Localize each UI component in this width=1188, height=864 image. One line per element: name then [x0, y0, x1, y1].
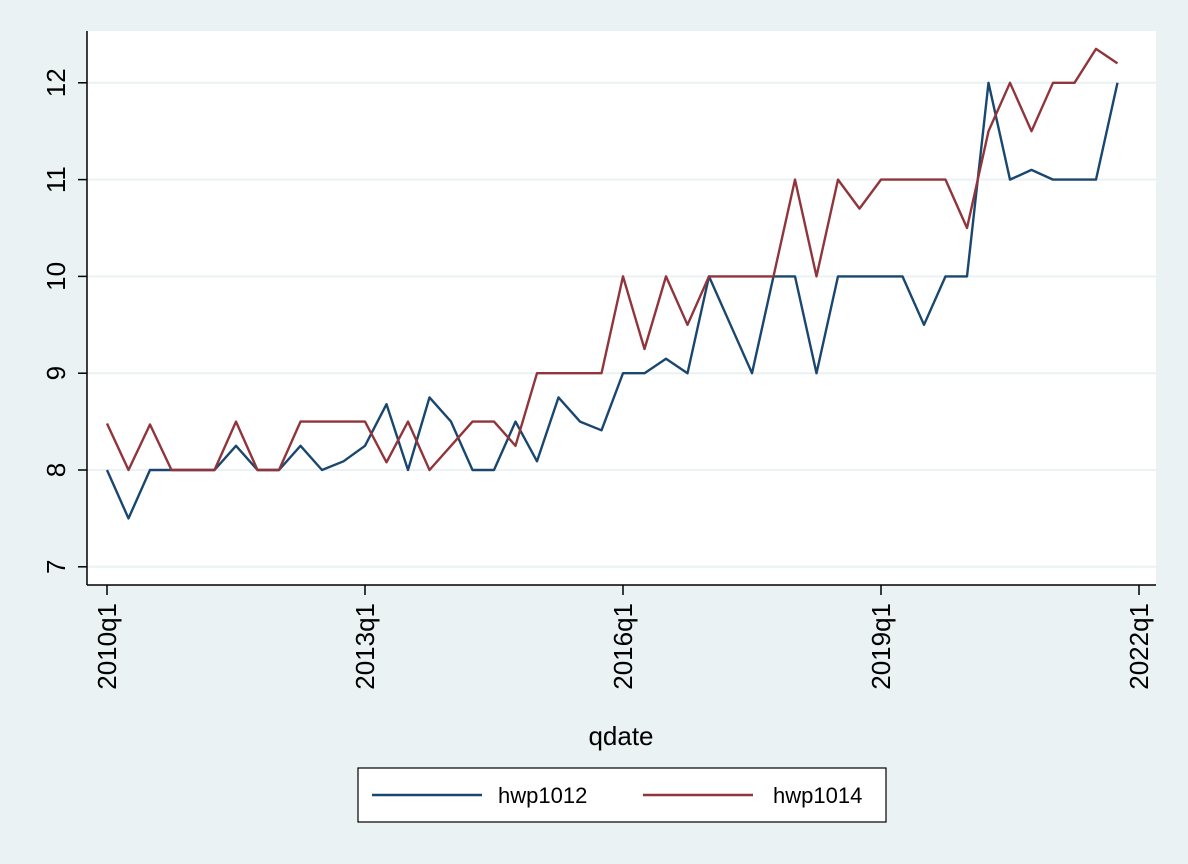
- series-lines: [105, 47, 1119, 520]
- y-tick-label: 8: [41, 463, 71, 477]
- x-tick-label: 2013q1: [350, 603, 380, 690]
- plot-area: [87, 31, 1156, 585]
- series-line-hwp1014: [105, 47, 1119, 472]
- legend-label-hwp1014: hwp1014: [773, 783, 862, 808]
- x-tick-label: 2019q1: [866, 603, 896, 690]
- x-tick-label: 2016q1: [608, 603, 638, 690]
- y-tick-label: 9: [41, 366, 71, 380]
- x-tick-label: 2022q1: [1124, 603, 1154, 690]
- y-tick-label: 11: [41, 166, 71, 193]
- x-axis-ticks: 2010q1 2013q1 2016q1 2019q1 2022q1: [92, 585, 1154, 690]
- x-axis-title: qdate: [588, 721, 653, 751]
- legend-label-hwp1012: hwp1012: [498, 783, 587, 808]
- y-tick-label: 10: [41, 262, 71, 291]
- legend: hwp1012 hwp1014: [357, 767, 887, 823]
- y-tick-label: 7: [41, 560, 71, 574]
- y-tick-label: 12: [41, 68, 71, 97]
- x-tick-label: 2010q1: [92, 603, 122, 690]
- y-axis-ticks: 7 8 9 10 11 12: [41, 68, 87, 574]
